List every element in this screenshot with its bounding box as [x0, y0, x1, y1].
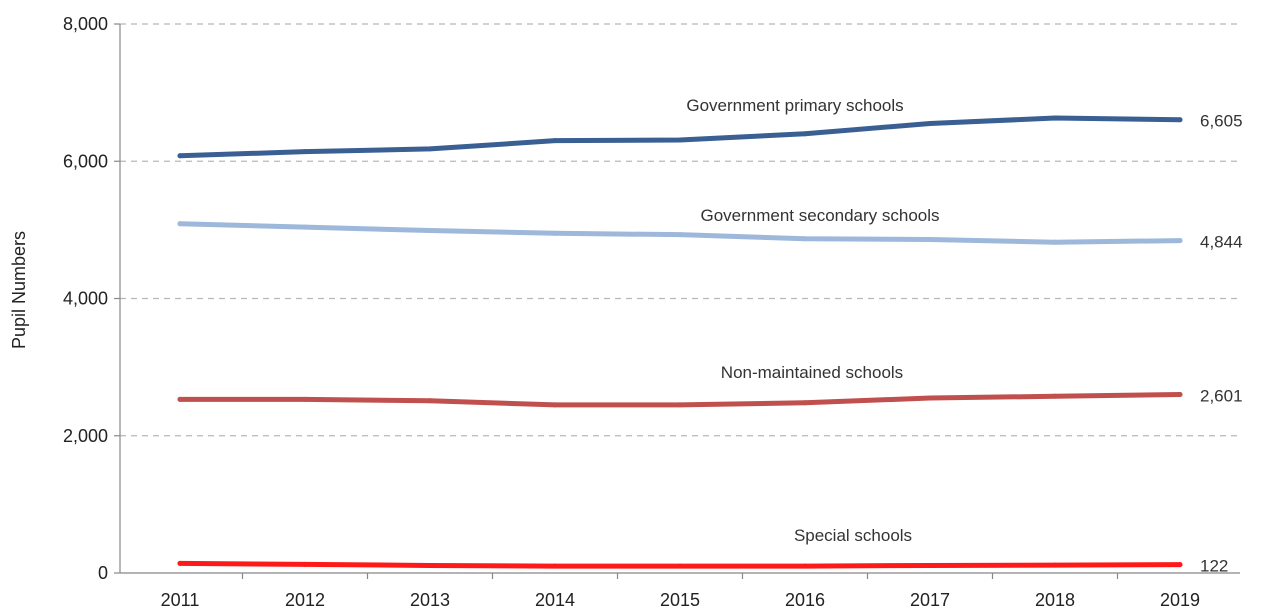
- x-tick-label: 2013: [410, 590, 450, 610]
- x-tick-label: 2018: [1035, 590, 1075, 610]
- series-name-label: Special schools: [794, 526, 912, 545]
- data-point: [802, 563, 808, 569]
- data-point: [552, 563, 558, 569]
- x-tick-label: 2011: [161, 590, 200, 610]
- data-point: [802, 131, 808, 137]
- data-point: [302, 149, 308, 155]
- data-point: [1052, 115, 1058, 121]
- data-point: [177, 396, 183, 402]
- y-tick-labels: 0 2,000 4,000 6,000 8,000: [63, 14, 108, 583]
- data-point: [1052, 562, 1058, 568]
- series-end-value-label: 2,601: [1200, 387, 1243, 406]
- data-point: [177, 153, 183, 159]
- data-point: [1177, 117, 1183, 123]
- data-point: [552, 138, 558, 144]
- series-lines: [177, 115, 1183, 569]
- data-point: [302, 396, 308, 402]
- data-point: [1052, 239, 1058, 245]
- data-point: [1177, 392, 1183, 398]
- x-tick-labels: 2011 2012 2013 2014 2015 2016 2017 2018 2019: [161, 590, 1200, 610]
- series-end-value-label: 4,844: [1200, 233, 1243, 252]
- x-tick-label: 2012: [285, 590, 325, 610]
- series-name-label: Non-maintained schools: [721, 363, 903, 382]
- data-point: [677, 137, 683, 143]
- data-point: [677, 402, 683, 408]
- series-labels: Government primary schools 6,605 Governmen…: [686, 96, 1242, 576]
- data-point: [552, 402, 558, 408]
- series-line: [177, 115, 1183, 159]
- series-name-label: Government primary schools: [686, 96, 903, 115]
- y-tick-label: 0: [98, 563, 108, 583]
- y-axis-title: Pupil Numbers: [9, 231, 29, 349]
- data-point: [927, 121, 933, 127]
- data-point: [677, 232, 683, 238]
- data-point: [427, 146, 433, 152]
- data-point: [1052, 393, 1058, 399]
- data-point: [802, 400, 808, 406]
- data-point: [927, 562, 933, 568]
- data-point: [802, 236, 808, 242]
- data-point: [927, 395, 933, 401]
- axes: [114, 23, 1240, 579]
- data-point: [302, 561, 308, 567]
- y-tick-label: 6,000: [63, 151, 108, 171]
- gridlines: [120, 23, 1240, 437]
- data-point: [302, 224, 308, 230]
- x-tick-label: 2016: [785, 590, 825, 610]
- data-point: [1177, 238, 1183, 244]
- data-point: [927, 236, 933, 242]
- x-tick-label: 2019: [1160, 590, 1200, 610]
- data-point: [427, 228, 433, 234]
- y-tick-label: 4,000: [63, 289, 108, 309]
- x-tick-label: 2015: [660, 590, 700, 610]
- data-point: [427, 562, 433, 568]
- x-tick-label: 2014: [535, 590, 575, 610]
- y-tick-label: 2,000: [63, 426, 108, 446]
- data-point: [552, 230, 558, 236]
- series-end-value-label: 6,605: [1200, 112, 1243, 131]
- y-tick-label: 8,000: [63, 14, 108, 34]
- data-point: [1177, 562, 1183, 568]
- x-tick-label: 2017: [910, 590, 950, 610]
- data-point: [677, 563, 683, 569]
- series-end-value-label: 122: [1200, 557, 1228, 576]
- data-point: [177, 221, 183, 227]
- series-name-label: Government secondary schools: [700, 206, 939, 225]
- data-point: [177, 560, 183, 566]
- data-point: [427, 398, 433, 404]
